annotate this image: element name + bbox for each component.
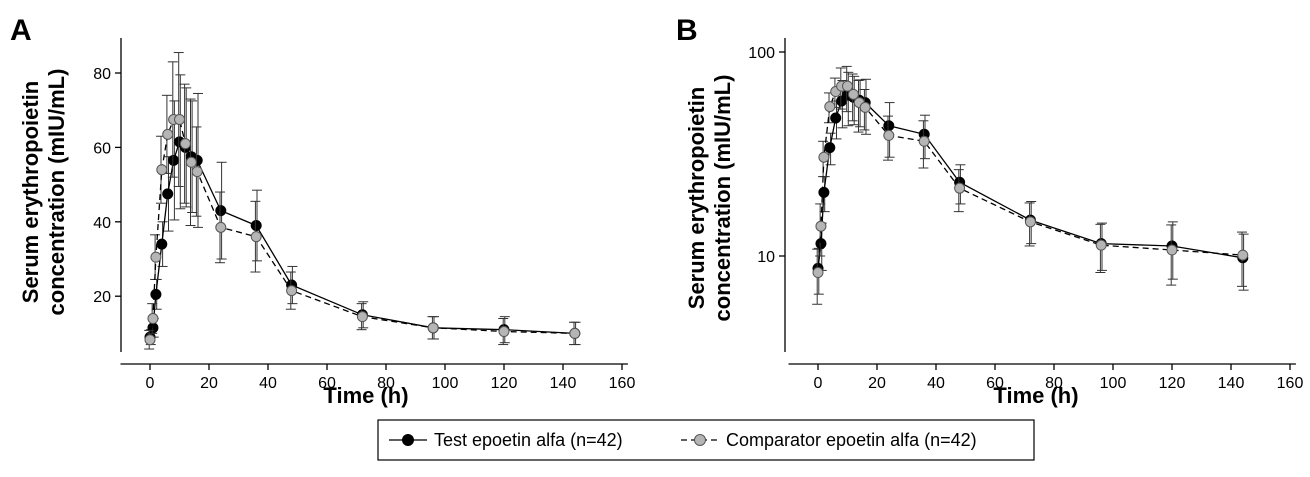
x-tick-label: 40 xyxy=(927,375,945,392)
series-line xyxy=(149,118,575,340)
data-point xyxy=(818,151,830,163)
series-test xyxy=(812,71,1249,295)
data-point xyxy=(162,188,174,200)
data-point xyxy=(498,326,510,338)
x-tick-label: 80 xyxy=(1045,375,1063,392)
data-point xyxy=(815,238,827,250)
panel-b-letter: B xyxy=(676,14,698,47)
x-tick-label: 40 xyxy=(259,375,277,392)
data-point xyxy=(830,112,842,124)
data-point xyxy=(191,166,203,178)
data-point xyxy=(250,220,262,232)
data-point xyxy=(1024,216,1036,228)
data-point xyxy=(150,251,162,263)
data-point xyxy=(162,128,174,140)
data-point xyxy=(168,154,180,166)
panel-b-xlabel: Time (h) xyxy=(993,383,1078,408)
series-line xyxy=(817,94,1243,269)
x-tick-label: 140 xyxy=(550,375,577,392)
series-comparator xyxy=(144,52,581,350)
data-point xyxy=(859,101,871,113)
data-point xyxy=(144,334,156,346)
legend-test-marker xyxy=(402,434,414,446)
x-tick-label: 120 xyxy=(1159,375,1186,392)
data-point xyxy=(179,138,191,150)
data-point xyxy=(150,288,162,300)
data-point xyxy=(147,313,159,325)
panel-a-chart: A Serum erythropoietin concentration (mI… xyxy=(10,14,635,408)
data-point xyxy=(812,267,824,279)
panel-a-ylabel-line2: concentration (mIU/mL) xyxy=(44,69,69,316)
x-tick-label: 160 xyxy=(609,375,636,392)
data-point xyxy=(1095,239,1107,251)
y-tick-label: 20 xyxy=(93,289,111,306)
data-point xyxy=(815,220,827,232)
x-tick-label: 80 xyxy=(377,375,395,392)
data-point xyxy=(250,231,262,243)
x-tick-label: 0 xyxy=(146,375,155,392)
x-tick-label: 0 xyxy=(814,375,823,392)
data-point xyxy=(1237,249,1249,261)
data-point xyxy=(286,285,298,297)
x-tick-label: 60 xyxy=(986,375,1004,392)
y-tick-label: 40 xyxy=(93,215,111,232)
data-point xyxy=(824,101,836,113)
panel-b-ylabel-line1: Serum erythropoietin xyxy=(684,87,709,309)
data-point xyxy=(918,135,930,147)
x-tick-label: 100 xyxy=(432,375,459,392)
y-tick-label: 10 xyxy=(757,249,775,266)
data-point xyxy=(954,182,966,194)
data-point xyxy=(215,221,227,233)
panel-b-ylabel-line2: concentration (mIU/mL) xyxy=(710,75,735,322)
series-comparator xyxy=(812,65,1249,305)
x-tick-label: 60 xyxy=(318,375,336,392)
y-tick-label: 60 xyxy=(93,140,111,157)
panel-a-xlabel: Time (h) xyxy=(323,383,408,408)
data-point xyxy=(847,88,859,100)
legend: Test epoetin alfa (n=42) Comparator epoe… xyxy=(377,419,1035,461)
data-point xyxy=(569,327,581,339)
data-point xyxy=(842,80,853,92)
data-point xyxy=(1166,244,1178,256)
legend-comparator-marker xyxy=(694,434,706,446)
series-line xyxy=(817,85,1243,273)
y-tick-label: 100 xyxy=(748,45,775,62)
data-point xyxy=(174,114,185,125)
data-point xyxy=(883,129,895,141)
x-tick-label: 160 xyxy=(1277,375,1304,392)
x-tick-label: 20 xyxy=(200,375,218,392)
x-tick-label: 140 xyxy=(1218,375,1245,392)
legend-item-comparator: Comparator epoetin alfa (n=42) xyxy=(726,430,977,450)
data-point xyxy=(185,156,197,168)
legend-item-test: Test epoetin alfa (n=42) xyxy=(434,430,623,450)
series-line xyxy=(149,140,575,338)
panel-b-chart: B Serum erythropoietin concentration (mI… xyxy=(676,14,1303,408)
panel-a-letter: A xyxy=(10,14,32,47)
data-point xyxy=(215,205,227,217)
data-point xyxy=(156,238,168,250)
y-tick-label: 80 xyxy=(93,66,111,83)
data-point xyxy=(883,120,895,132)
x-tick-label: 20 xyxy=(868,375,886,392)
x-tick-label: 100 xyxy=(1100,375,1127,392)
data-point xyxy=(818,186,830,198)
data-point xyxy=(824,142,836,154)
panel-a-ylabel-line1: Serum erythropoietin xyxy=(18,81,43,303)
x-tick-label: 120 xyxy=(491,375,518,392)
data-point xyxy=(356,311,368,323)
data-point xyxy=(156,164,168,176)
data-point xyxy=(427,322,439,334)
